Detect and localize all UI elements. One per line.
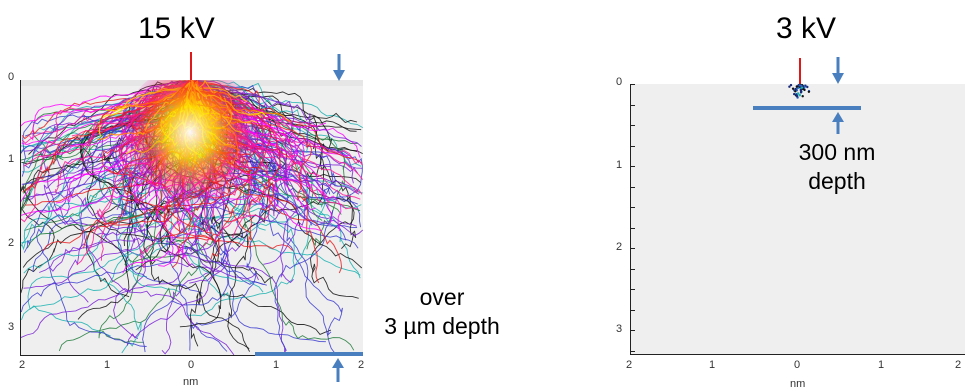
right-y-axis-tick	[630, 166, 635, 167]
right-annotation-line-2: depth	[808, 168, 866, 194]
right-y-axis-tick	[630, 186, 635, 188]
right-x-tick-2: 0	[794, 359, 801, 371]
right-y-axis-tick	[630, 268, 635, 270]
right-electron-beam-line	[799, 58, 801, 84]
right-y-tick-3: 3	[616, 323, 623, 335]
left-depth-annotation: over 3 µm depth	[372, 283, 512, 341]
left-annotation-line-2: 3 µm depth	[384, 313, 500, 339]
right-y-axis-tick	[630, 125, 635, 126]
right-top-down-arrow-icon	[832, 57, 844, 84]
small-interaction-volume	[788, 83, 811, 99]
right-y-axis-tick	[630, 309, 635, 311]
right-x-tick-4: 2	[955, 359, 962, 371]
left-electron-beam-line	[190, 52, 192, 80]
right-y-axis-tick	[630, 84, 635, 85]
left-y-tick-3: 3	[8, 321, 15, 333]
left-x-tick-0: 2	[19, 359, 26, 371]
left-x-axis-label: nm	[183, 376, 199, 388]
right-x-tick-0: 2	[626, 359, 633, 371]
right-x-axis-label: nm	[790, 378, 806, 390]
left-x-axis	[20, 355, 363, 356]
left-y-tick-2: 2	[8, 237, 15, 249]
left-bottom-up-arrow-icon	[332, 358, 344, 382]
left-panel-title: 15 kV	[138, 12, 215, 45]
right-y-axis-tick	[630, 104, 635, 106]
left-y-tick-0: 0	[8, 71, 15, 83]
right-y-axis-tick	[630, 227, 635, 229]
right-x-tick-1: 1	[709, 359, 716, 371]
right-y-tick-1: 1	[616, 159, 623, 171]
left-y-tick-1: 1	[8, 153, 15, 165]
left-y-axis	[20, 80, 21, 355]
right-depth-bar	[753, 106, 861, 110]
right-x-axis	[630, 354, 965, 355]
left-x-tick-1: 1	[104, 359, 111, 371]
right-y-axis-tick	[630, 145, 635, 147]
right-y-axis-tick	[630, 248, 635, 249]
left-annotation-line-1: over	[419, 284, 465, 310]
right-y-axis-tick	[630, 350, 635, 352]
right-y-tick-0: 0	[616, 76, 623, 88]
right-y-axis	[630, 84, 631, 354]
left-x-tick-4: 2	[358, 359, 365, 371]
left-top-down-arrow-icon	[333, 54, 345, 81]
right-bottom-up-arrow-icon	[832, 112, 844, 134]
left-depth-bar	[255, 352, 363, 356]
right-y-tick-2: 2	[616, 241, 623, 253]
right-y-axis-tick	[630, 207, 635, 208]
left-x-tick-3: 1	[273, 359, 280, 371]
right-y-axis-tick	[630, 330, 635, 331]
right-x-tick-3: 1	[878, 359, 885, 371]
left-x-tick-2: 0	[188, 359, 195, 371]
electron-trajectory-cloud	[20, 80, 363, 355]
right-annotation-line-1: 300 nm	[798, 139, 876, 165]
right-y-axis-tick	[630, 289, 635, 290]
right-panel-title: 3 kV	[776, 12, 837, 45]
right-depth-annotation: 300 nm depth	[782, 138, 892, 196]
right-plot-area	[630, 84, 965, 354]
